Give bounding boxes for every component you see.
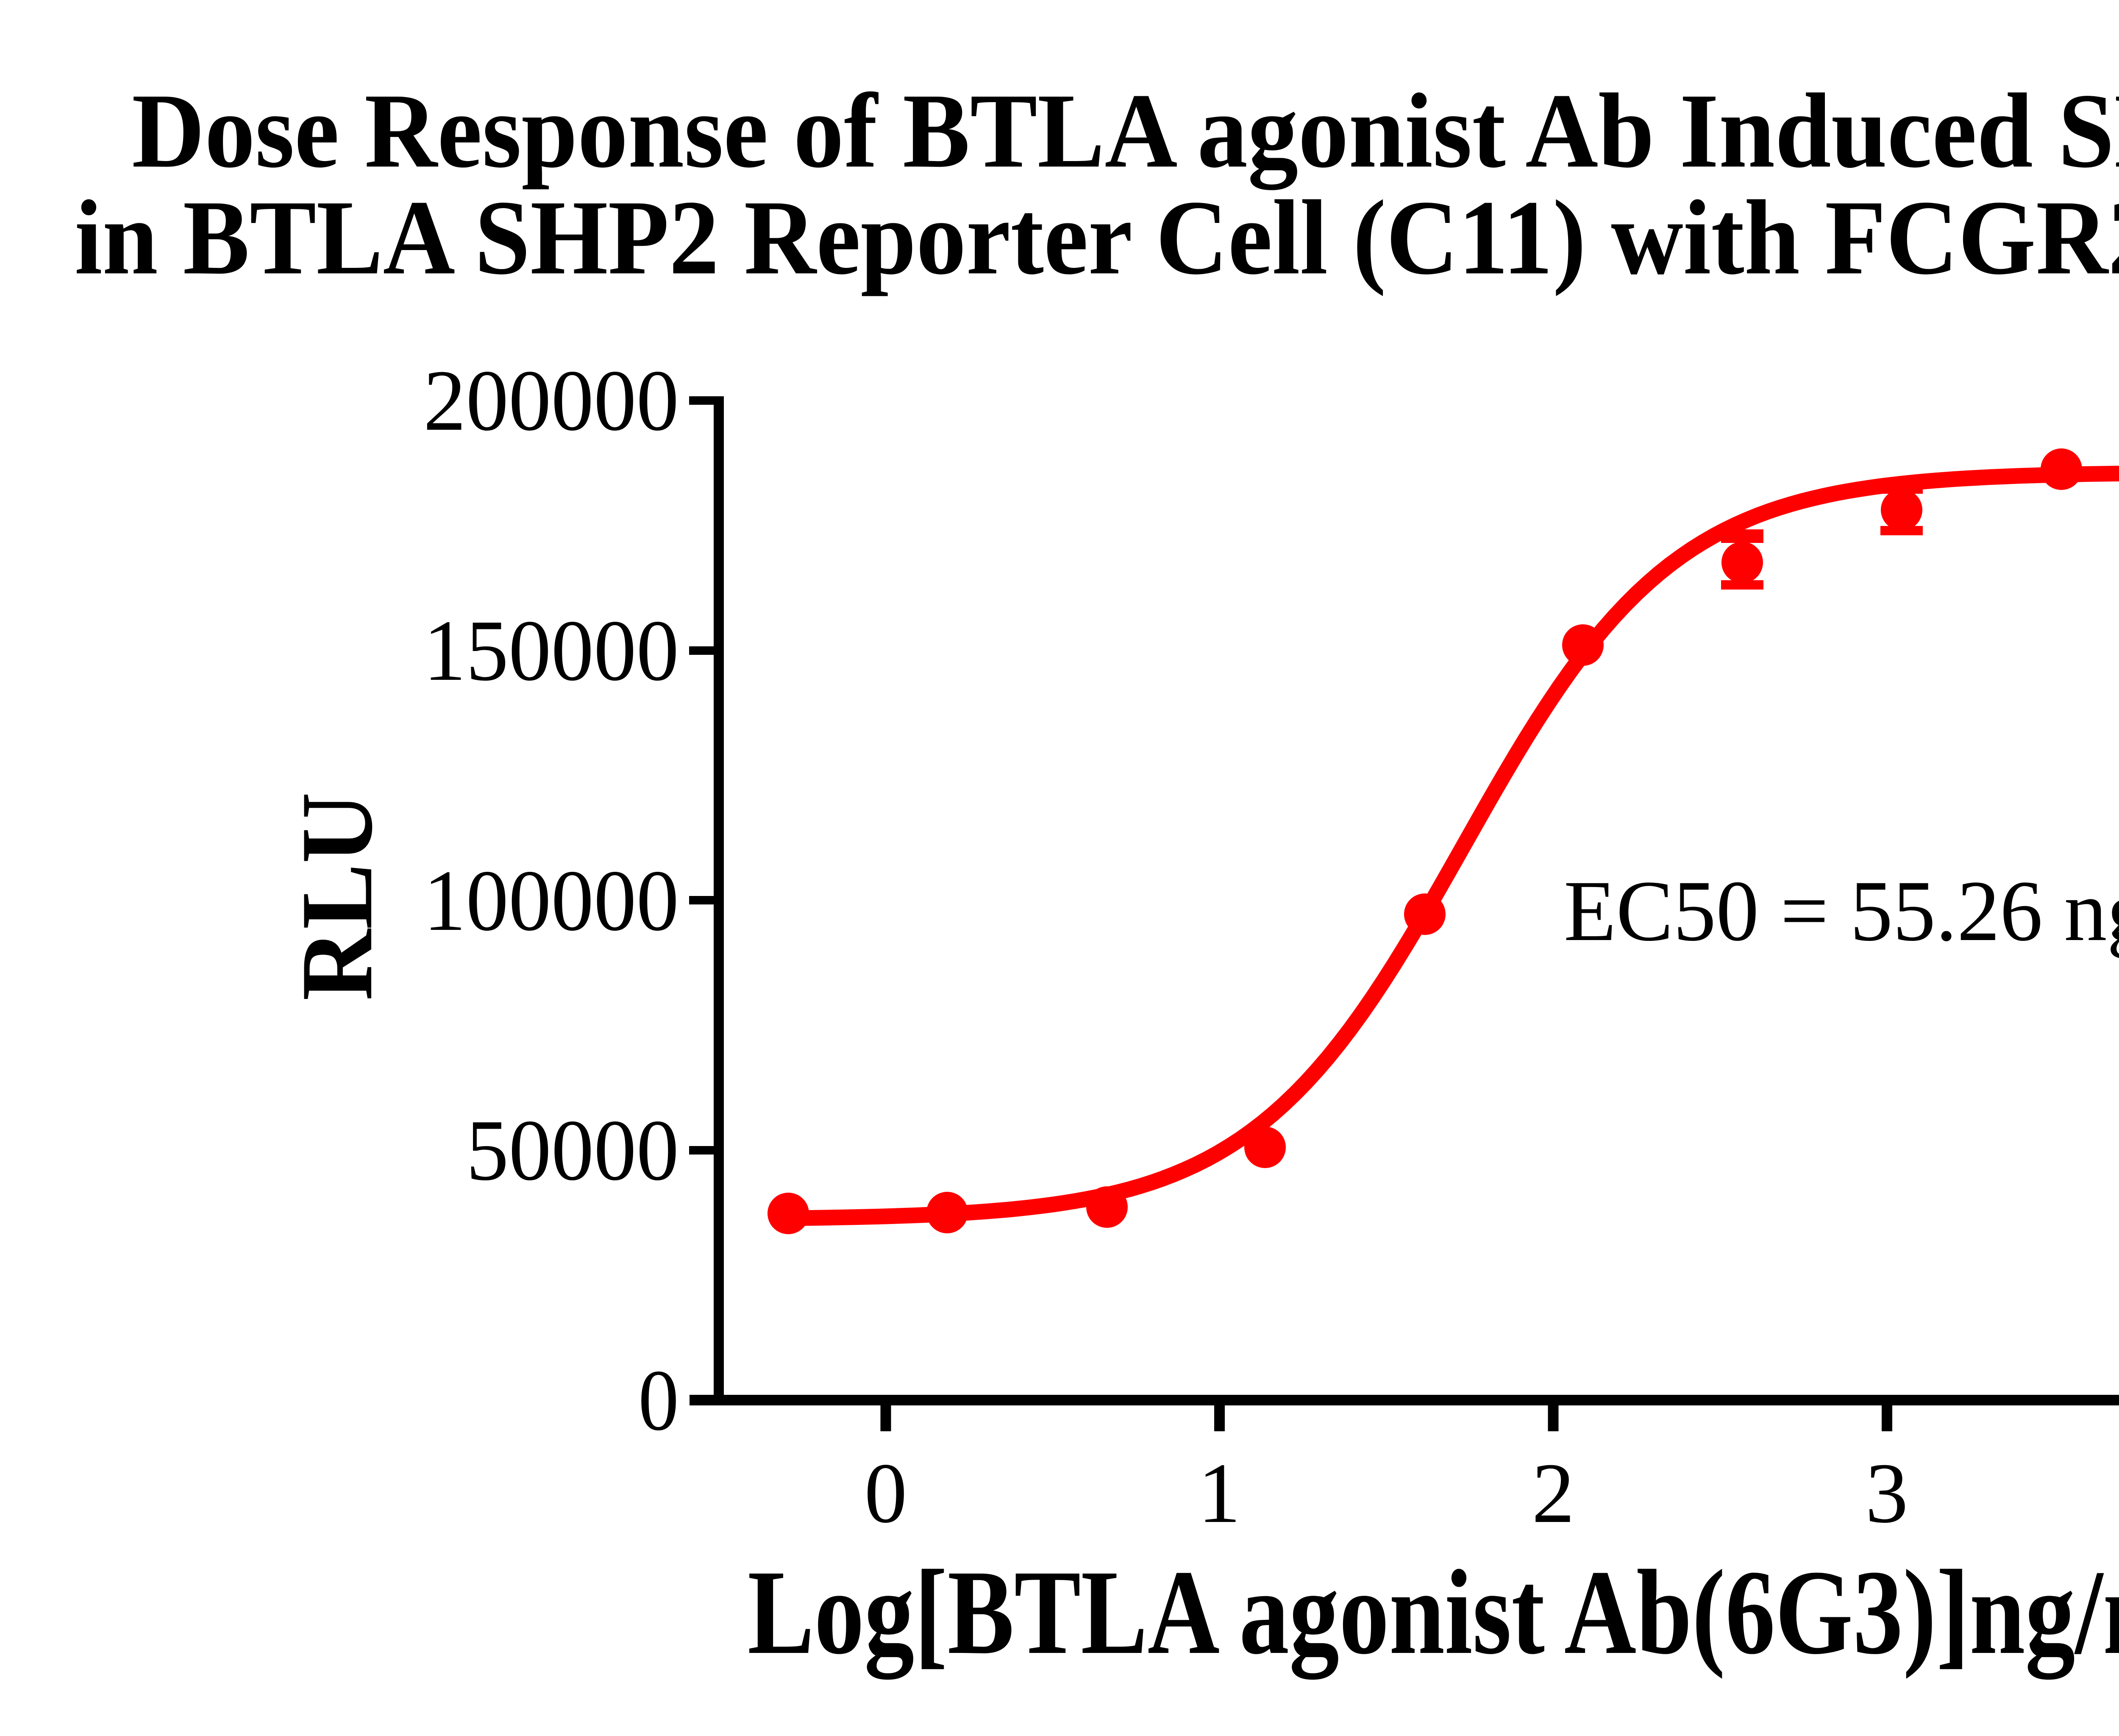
svg-text:RLU: RLU: [280, 792, 394, 1001]
svg-text:1: 1: [1198, 1445, 1241, 1541]
svg-text:3: 3: [1866, 1445, 1908, 1541]
svg-text:Dose Response of BTLA agonist: Dose Response of BTLA agonist Ab Induced…: [132, 71, 2119, 190]
svg-text:Log[BTLA agonist Ab(6G3)]ng/ml: Log[BTLA agonist Ab(6G3)]ng/ml: [748, 1545, 2119, 1681]
svg-text:2: 2: [1532, 1445, 1575, 1541]
svg-text:100000: 100000: [423, 852, 679, 949]
svg-text:0: 0: [865, 1445, 907, 1541]
svg-text:in BTLA SHP2 Reporter Cell (C1: in BTLA SHP2 Reporter Cell (C11) with FC…: [75, 178, 2119, 297]
svg-text:200000: 200000: [423, 352, 679, 449]
svg-text:50000: 50000: [466, 1102, 679, 1199]
svg-text:150000: 150000: [423, 602, 679, 699]
svg-text:0: 0: [638, 1352, 679, 1449]
svg-text:EC50 = 55.26 ng/ml: EC50 = 55.26 ng/ml: [1564, 863, 2119, 959]
